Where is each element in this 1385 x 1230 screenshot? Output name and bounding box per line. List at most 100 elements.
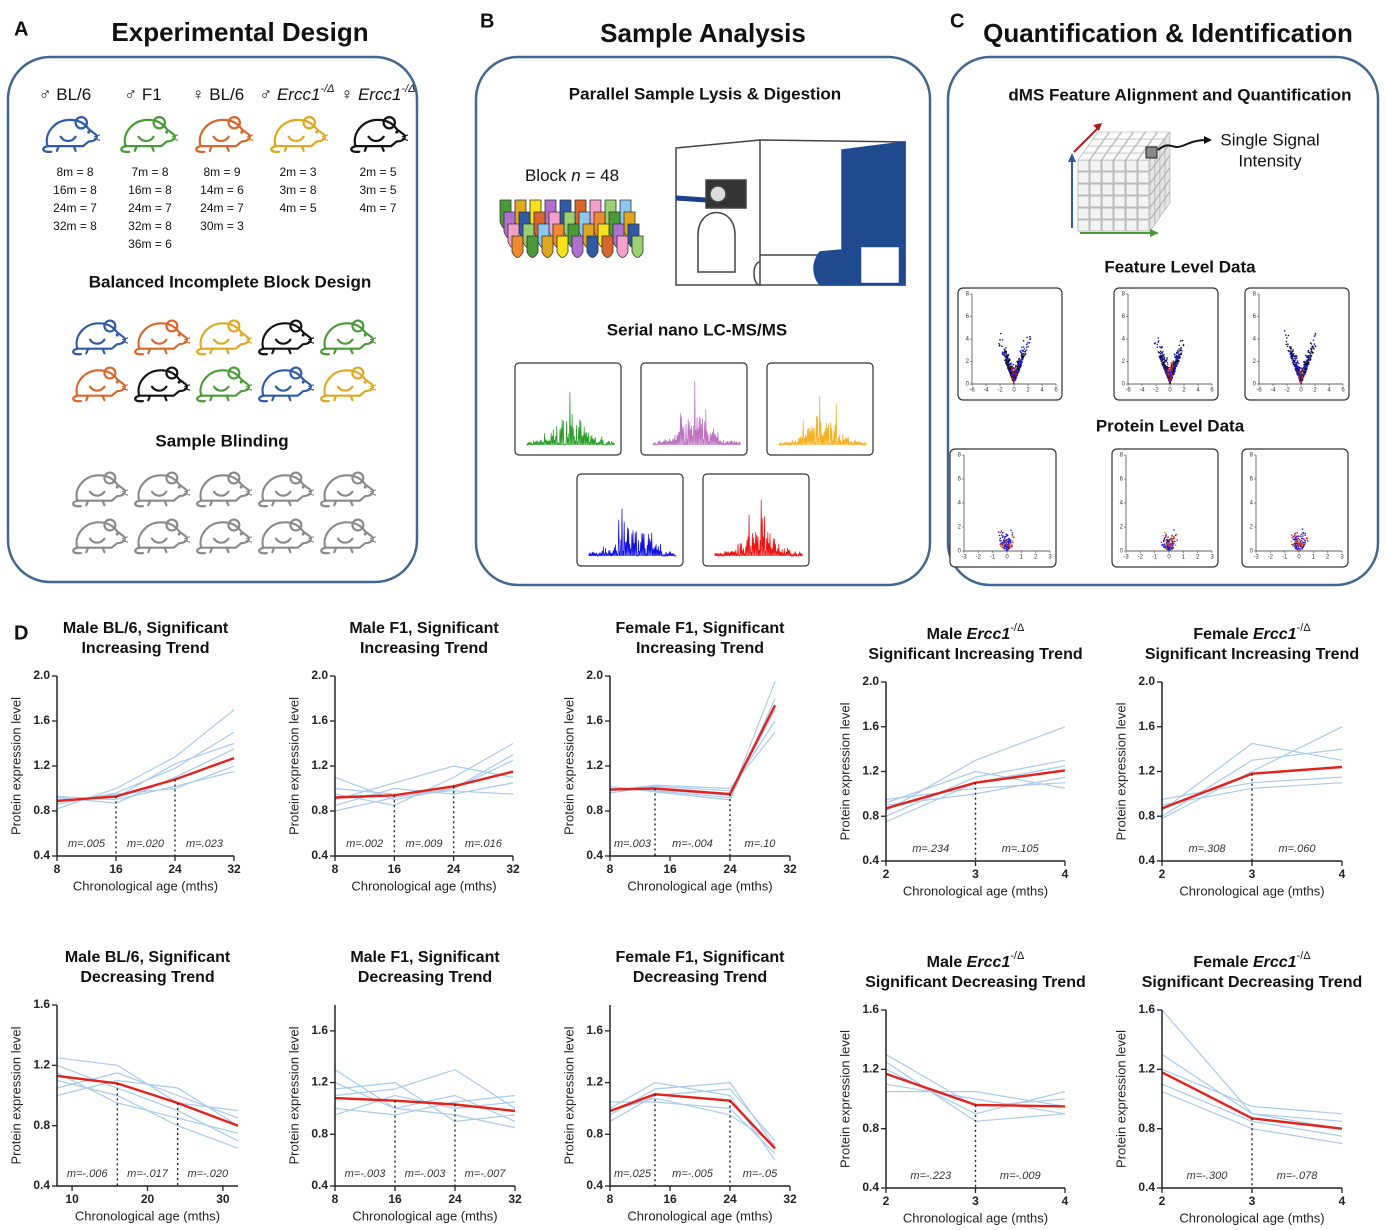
- group-count: 3m = 5: [359, 183, 396, 197]
- volcano-dot: [1182, 340, 1184, 342]
- volcano-dot: [1004, 349, 1006, 351]
- y-axis-label: Protein expression level: [837, 702, 852, 840]
- volcano-dot: [1001, 534, 1003, 536]
- arrow-head: [1204, 136, 1212, 144]
- cube-cell: [1114, 184, 1125, 195]
- y-axis-label: Protein expression level: [8, 697, 23, 835]
- volcano-dot: [1169, 549, 1171, 551]
- title-text: Male: [927, 954, 967, 971]
- x-tick-label: 8: [54, 862, 61, 876]
- chart-title: Decreasing Trend: [358, 969, 492, 986]
- group-count: 3m = 8: [279, 183, 316, 197]
- volcano-dot: [1163, 540, 1165, 542]
- slope-label: m=-.223: [910, 1170, 952, 1182]
- title-text: Increasing Trend: [636, 640, 764, 657]
- volcano-dot: [1011, 546, 1013, 548]
- axes: [610, 676, 790, 856]
- volcano-dot: [1165, 535, 1167, 537]
- volcano-dot: [1167, 364, 1169, 366]
- volcano-dot: [1162, 535, 1164, 537]
- y-axis-label: Protein expression level: [1113, 702, 1128, 840]
- volcano-frame: [958, 288, 1062, 400]
- chart-title: Female Ercc1-/Δ: [1193, 622, 1311, 643]
- tube: [527, 236, 538, 258]
- slope-label: m=.016: [465, 838, 503, 850]
- cube-cell: [1138, 172, 1149, 183]
- volcano-dot: [1178, 348, 1180, 350]
- y-tick-label: 1.6: [33, 713, 50, 727]
- y-tick-label: 0.4: [1138, 1180, 1155, 1194]
- title-text: Decreasing Trend: [80, 969, 214, 986]
- y-axis-label: Protein expression level: [561, 1026, 576, 1164]
- cube-cell: [1114, 172, 1125, 183]
- y-axis-label: Protein expression level: [8, 1026, 23, 1164]
- volcano-dot: [1022, 358, 1024, 360]
- slope-label: m=.025: [614, 1168, 652, 1180]
- volcano-dot: [1001, 346, 1003, 348]
- volcano-dot: [1012, 532, 1014, 534]
- volcano-dot: [1171, 548, 1173, 550]
- volcano-dot: [1173, 529, 1175, 531]
- text: Block: [525, 166, 571, 185]
- volcano-dot: [1294, 533, 1296, 535]
- volcano-dot: [1178, 345, 1180, 347]
- volcano-frame: [1114, 288, 1218, 400]
- group-count: 8m = 9: [203, 165, 240, 179]
- y-tick-label: 0.4: [311, 1178, 328, 1192]
- volcano-dot: [1173, 360, 1175, 362]
- volcano-dot: [1169, 376, 1171, 378]
- volcano-dot: [1304, 368, 1306, 370]
- spectra: [515, 363, 873, 566]
- y-tick-label: 1.6: [586, 1023, 603, 1037]
- volcano-dot: [1013, 364, 1015, 366]
- volcano-dot: [1008, 543, 1010, 545]
- group-count: 16m = 8: [128, 183, 172, 197]
- volcano-dot: [1019, 366, 1021, 368]
- strain: Ercc1: [277, 85, 320, 104]
- volcano-dot: [1298, 538, 1300, 540]
- group-label: ♂ Ercc1-/Δ: [259, 83, 334, 105]
- volcano-dot: [1294, 361, 1296, 363]
- title-sup: -/Δ: [1010, 950, 1025, 962]
- y-tick-label: 2.0: [586, 668, 603, 682]
- cube-cell: [1090, 196, 1101, 207]
- volcano-tick: -2: [1268, 555, 1274, 561]
- volcano-dot: [1291, 544, 1293, 546]
- volcano-dot: [999, 339, 1001, 341]
- x-tick-label: 8: [332, 1192, 339, 1206]
- chart-title: Male Ercc1-/Δ: [927, 622, 1025, 643]
- group-count: 36m = 6: [128, 237, 172, 251]
- slope-label: m=-.006: [67, 1168, 109, 1180]
- volcano-dot: [1177, 361, 1179, 363]
- slope-label: m=.009: [406, 838, 443, 850]
- volcano-dot: [1311, 352, 1313, 354]
- volcano-dot: [1307, 365, 1309, 367]
- volcano-dot: [998, 343, 1000, 345]
- volcano-dot: [1006, 535, 1008, 537]
- slope-label: m=-.003: [345, 1168, 387, 1180]
- volcano-dot: [1021, 347, 1023, 349]
- y-axis-label: Protein expression level: [561, 697, 576, 835]
- cube-cell: [1090, 160, 1101, 171]
- volcano-dot: [1000, 538, 1002, 540]
- volcano-dot: [1299, 539, 1301, 541]
- chart-title: Female F1, Significant: [616, 949, 786, 966]
- arrow-head: [1150, 229, 1159, 237]
- volcano-dot: [1290, 348, 1292, 350]
- chart-title: Increasing Trend: [360, 640, 488, 657]
- cube-cell: [1126, 220, 1137, 231]
- cube-cell: [1102, 196, 1113, 207]
- volcano-dot: [1026, 349, 1028, 351]
- y-tick-label: 1.6: [1138, 719, 1155, 733]
- title-text: Increasing Trend: [360, 640, 488, 657]
- slope-label: m=.105: [1002, 843, 1040, 855]
- chart-title: Male BL/6, Significant: [63, 620, 229, 637]
- volcano-dot: [1009, 371, 1011, 373]
- panel-letter: C: [950, 10, 964, 32]
- volcano-dot: [1168, 368, 1170, 370]
- group-count: 7m = 8: [131, 165, 168, 179]
- cube-cell: [1126, 196, 1137, 207]
- volcano-dot: [1010, 374, 1012, 376]
- y-tick-label: 1.2: [1138, 1062, 1155, 1076]
- volcano-dot: [1012, 367, 1014, 369]
